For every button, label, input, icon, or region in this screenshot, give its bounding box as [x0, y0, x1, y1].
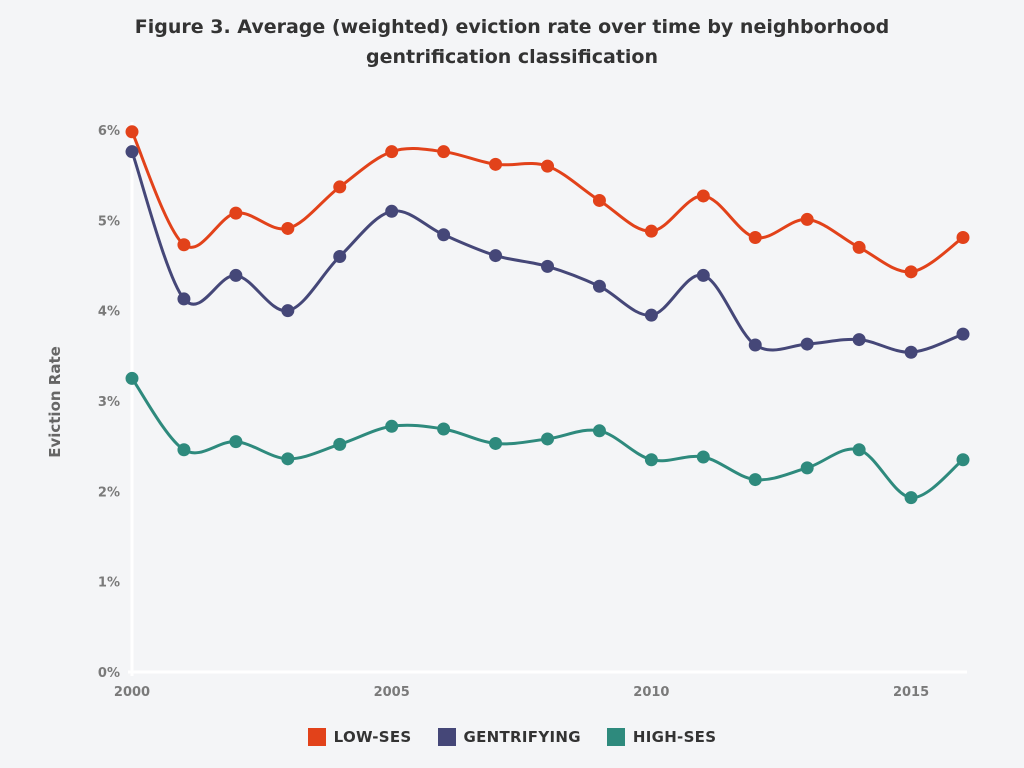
- x-tick-label: 2015: [893, 685, 929, 700]
- data-point-high-ses-2004[interactable]: [333, 437, 347, 451]
- data-point-high-ses-2014[interactable]: [852, 443, 866, 457]
- data-point-gentrifying-2012[interactable]: [748, 338, 762, 352]
- series-line-gentrifying: [130, 150, 965, 354]
- legend-item-gentrifying[interactable]: GENTRIFYING: [437, 728, 581, 746]
- y-axis-ticks: 0% 1% 2% 3% 4% 5% 6%: [98, 124, 120, 681]
- x-axis-ticks: 2000 2005 2010 2015: [114, 685, 929, 700]
- data-point-low-ses-2014[interactable]: [852, 240, 866, 254]
- data-point-low-ses-2012[interactable]: [748, 230, 762, 244]
- data-point-high-ses-2012[interactable]: [748, 473, 762, 487]
- data-point-low-ses-2008[interactable]: [541, 159, 554, 173]
- data-point-gentrifying-2016[interactable]: [956, 327, 970, 341]
- series-points: [125, 125, 970, 505]
- data-point-gentrifying-2005[interactable]: [385, 204, 399, 218]
- y-tick-label: 2%: [98, 485, 120, 500]
- data-point-low-ses-2009[interactable]: [592, 193, 606, 207]
- data-point-low-ses-2011[interactable]: [696, 189, 710, 203]
- data-point-gentrifying-2001[interactable]: [177, 292, 191, 306]
- data-point-high-ses-2003[interactable]: [281, 452, 295, 466]
- data-point-high-ses-2007[interactable]: [489, 436, 503, 450]
- data-point-gentrifying-2003[interactable]: [281, 304, 295, 318]
- y-tick-label: 5%: [98, 214, 120, 229]
- data-point-high-ses-2005[interactable]: [385, 419, 399, 433]
- chart-title-line-2: gentrification classification: [365, 46, 658, 68]
- line-chart: 0% 1% 2% 3% 4% 5% 6% 2000 2005 2010 2015 Eviction…: [46, 122, 970, 700]
- data-point-gentrifying-2004[interactable]: [333, 249, 347, 263]
- data-point-high-ses-2010[interactable]: [644, 453, 658, 467]
- legend-item-low-ses[interactable]: LOW-SES: [307, 728, 412, 746]
- chart-axes: [128, 122, 967, 676]
- data-point-high-ses-2013[interactable]: [800, 461, 814, 475]
- chart-legend: LOW-SES GENTRIFYING HIGH-SES: [0, 728, 1024, 746]
- data-point-high-ses-2008[interactable]: [541, 432, 554, 446]
- y-tick-label: 4%: [98, 305, 120, 320]
- data-point-low-ses-2007[interactable]: [489, 157, 503, 171]
- chart-title: Figure 3. Average (weighted) eviction ra…: [0, 12, 1024, 72]
- data-point-gentrifying-2014[interactable]: [852, 333, 866, 347]
- x-tick-label: 2000: [114, 685, 150, 700]
- data-point-gentrifying-2013[interactable]: [800, 337, 814, 351]
- chart-title-line-1: Figure 3. Average (weighted) eviction ra…: [134, 16, 890, 38]
- x-tick-label: 2005: [374, 685, 410, 700]
- data-point-low-ses-2001[interactable]: [177, 238, 191, 252]
- y-tick-label: 6%: [98, 124, 120, 139]
- y-axis-title: Eviction Rate: [46, 346, 64, 458]
- data-point-low-ses-2016[interactable]: [956, 230, 970, 244]
- data-point-high-ses-2011[interactable]: [696, 450, 710, 464]
- y-tick-label: 1%: [98, 576, 120, 591]
- data-point-high-ses-2015[interactable]: [904, 491, 918, 505]
- legend-label-high-ses: HIGH-SES: [632, 728, 717, 746]
- legend-item-high-ses[interactable]: HIGH-SES: [606, 728, 717, 746]
- data-point-gentrifying-2010[interactable]: [644, 308, 658, 322]
- data-point-low-ses-2015[interactable]: [904, 265, 918, 279]
- legend-swatch-gentrifying: [437, 728, 456, 746]
- data-point-high-ses-2000[interactable]: [125, 371, 139, 385]
- data-point-high-ses-2009[interactable]: [592, 424, 606, 438]
- x-tick-label: 2010: [633, 685, 669, 700]
- data-point-gentrifying-2009[interactable]: [592, 279, 606, 293]
- data-point-gentrifying-2007[interactable]: [489, 249, 503, 263]
- data-point-high-ses-2006[interactable]: [437, 422, 451, 436]
- data-point-gentrifying-2006[interactable]: [437, 228, 451, 242]
- data-point-low-ses-2013[interactable]: [800, 212, 814, 226]
- data-point-high-ses-2002[interactable]: [229, 435, 243, 449]
- data-point-low-ses-2006[interactable]: [437, 145, 451, 159]
- data-point-gentrifying-2008[interactable]: [541, 259, 554, 273]
- data-point-low-ses-2000[interactable]: [125, 125, 139, 139]
- legend-label-low-ses: LOW-SES: [333, 728, 412, 746]
- data-point-low-ses-2004[interactable]: [333, 180, 347, 194]
- data-point-high-ses-2016[interactable]: [956, 453, 970, 467]
- data-point-low-ses-2005[interactable]: [385, 145, 399, 159]
- data-point-high-ses-2001[interactable]: [177, 443, 191, 457]
- data-point-low-ses-2010[interactable]: [644, 224, 658, 238]
- legend-swatch-high-ses: [606, 728, 625, 746]
- series-line-low-ses: [130, 130, 965, 274]
- y-tick-label: 3%: [98, 395, 120, 410]
- data-point-gentrifying-2002[interactable]: [229, 268, 243, 282]
- y-tick-label: 0%: [98, 666, 120, 681]
- data-point-low-ses-2002[interactable]: [229, 206, 243, 220]
- legend-label-gentrifying: GENTRIFYING: [463, 728, 581, 746]
- data-point-gentrifying-2011[interactable]: [696, 268, 710, 282]
- data-point-gentrifying-2015[interactable]: [904, 345, 918, 359]
- data-point-low-ses-2003[interactable]: [281, 221, 295, 235]
- legend-swatch-low-ses: [307, 728, 326, 746]
- data-point-gentrifying-2000[interactable]: [125, 145, 139, 159]
